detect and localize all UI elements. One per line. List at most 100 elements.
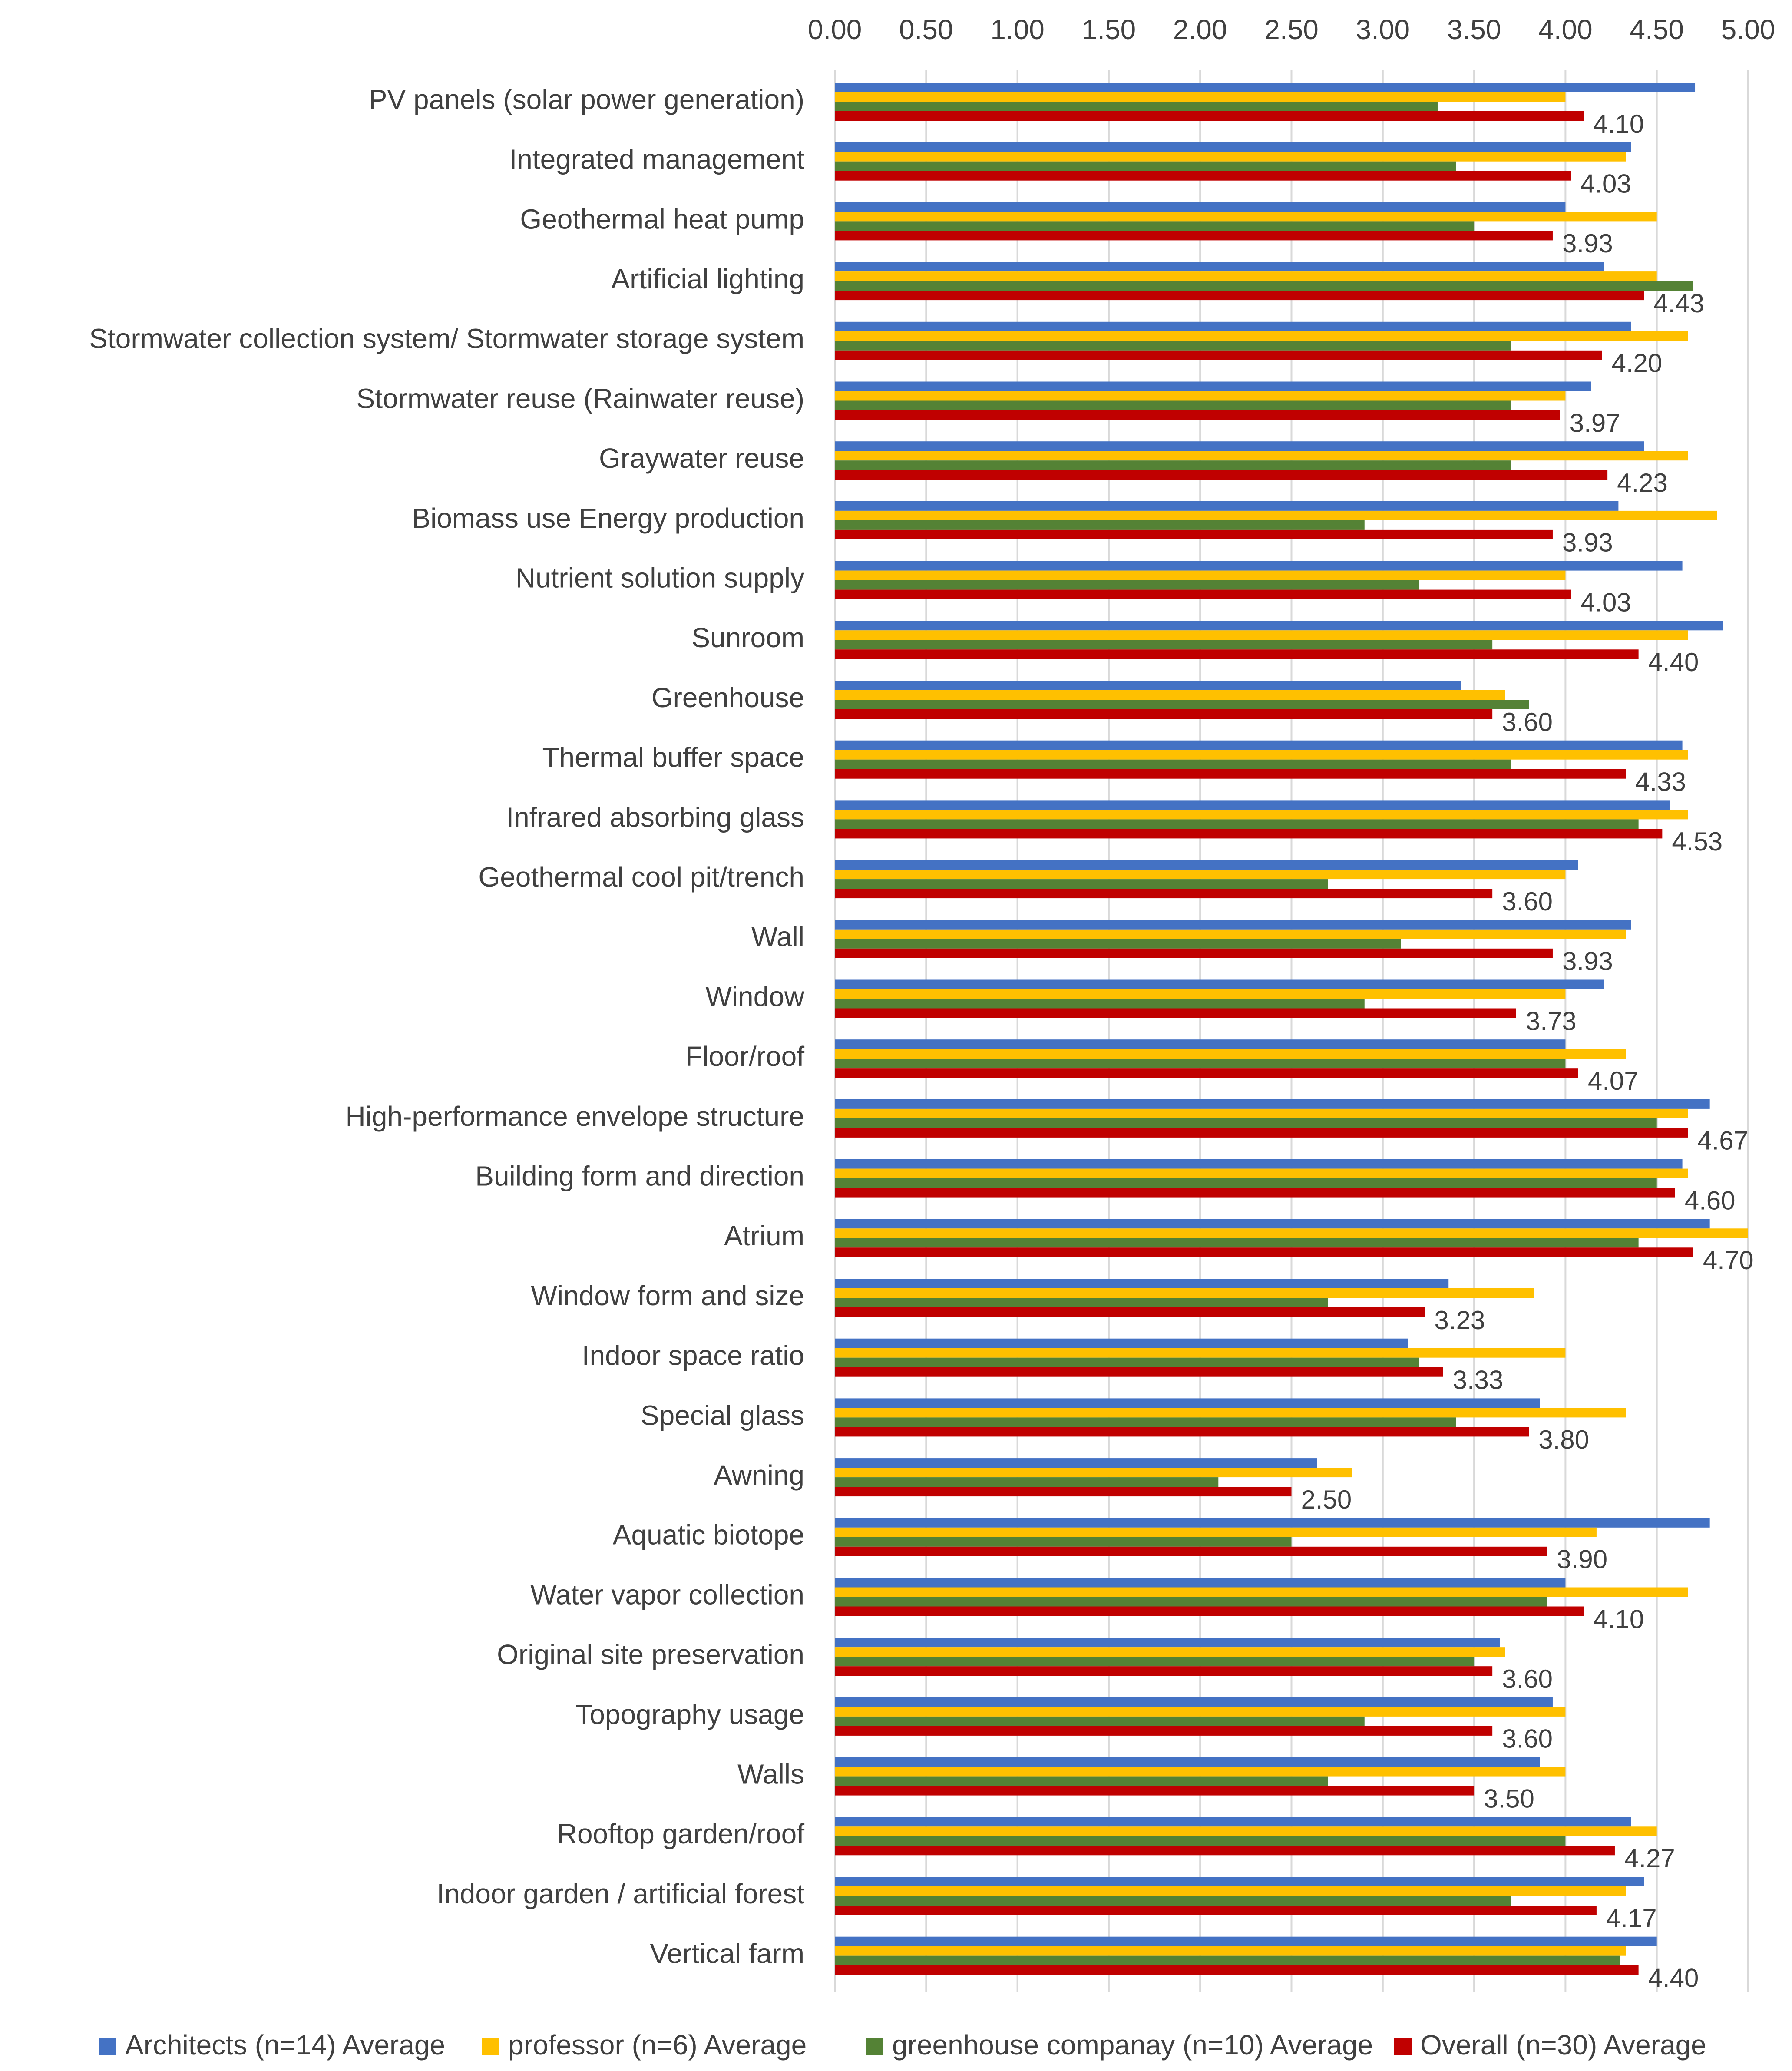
bar [835, 171, 1571, 181]
x-tick-label: 1.50 [1082, 14, 1136, 45]
bar [835, 1178, 1657, 1188]
bar [835, 470, 1608, 480]
legend-swatch [482, 2038, 499, 2055]
bar [835, 92, 1566, 102]
bar [835, 410, 1560, 420]
bar [835, 1697, 1553, 1707]
bar [835, 700, 1529, 709]
bar [835, 1518, 1710, 1528]
bar [835, 860, 1578, 870]
bar [835, 1128, 1688, 1138]
bar [835, 501, 1619, 511]
legend-label: Architects (n=14) Average [125, 2029, 445, 2061]
data-label: 3.60 [1502, 1664, 1553, 1694]
bar [835, 769, 1626, 779]
bar [835, 83, 1696, 92]
bar [835, 202, 1566, 212]
bar [835, 690, 1505, 700]
bar [835, 630, 1688, 640]
legend-swatch [1394, 2038, 1412, 2055]
bar [835, 1817, 1631, 1827]
bar [835, 102, 1438, 111]
x-tick-label: 2.50 [1264, 14, 1319, 45]
bar [835, 510, 1717, 520]
bar [835, 391, 1566, 401]
data-label: 3.60 [1502, 708, 1553, 737]
x-tick-label: 4.00 [1538, 14, 1593, 45]
bar [835, 1049, 1626, 1059]
x-tick-label: 2.00 [1173, 14, 1227, 45]
bar [835, 451, 1688, 461]
data-label: 4.43 [1653, 289, 1704, 318]
bar [835, 1477, 1219, 1487]
bar [835, 1767, 1566, 1777]
bar [835, 1716, 1365, 1726]
bar [835, 1836, 1566, 1846]
bar [835, 879, 1328, 889]
bar [835, 709, 1493, 719]
category-label: Rooftop garden/roof [557, 1818, 805, 1849]
bar [835, 460, 1511, 470]
category-label: Topography usage [575, 1699, 804, 1730]
bar [835, 1357, 1419, 1367]
category-label: Awning [714, 1459, 804, 1491]
legend: Architects (n=14) Average professor (n=6)… [99, 2029, 1706, 2061]
bar [835, 1238, 1639, 1248]
bar [835, 520, 1365, 530]
bar [835, 1757, 1540, 1767]
category-label: Wall [751, 921, 804, 953]
bar [835, 529, 1553, 539]
bar [835, 1597, 1547, 1607]
category-label: Water vapor collection [530, 1579, 804, 1610]
data-label: 2.50 [1301, 1485, 1352, 1514]
bar [835, 1906, 1597, 1915]
bar [835, 1896, 1511, 1906]
bar [835, 1587, 1688, 1597]
bar [835, 1527, 1597, 1537]
bar [835, 1039, 1566, 1049]
bar [835, 810, 1688, 820]
bar [835, 1408, 1626, 1418]
category-label: Stormwater reuse (Rainwater reuse) [357, 383, 804, 414]
legend-label: Overall (n=30) Average [1420, 2029, 1706, 2061]
data-label: 3.60 [1502, 887, 1553, 916]
data-label: 4.53 [1672, 827, 1723, 856]
category-label: Window form and size [531, 1280, 804, 1311]
bar [835, 1279, 1449, 1288]
bar [835, 321, 1631, 331]
legend-label: greenhouse companay (n=10) Average [892, 2029, 1373, 2061]
category-label: Indoor garden / artificial forest [436, 1878, 804, 1909]
data-label: 3.97 [1570, 408, 1620, 437]
x-axis-ticks: 0.00 0.50 1.00 1.50 2.00 2.50 3.00 3.50 4.00 4.50… [808, 14, 1775, 45]
bar [835, 621, 1723, 631]
x-tick-label: 3.00 [1356, 14, 1410, 45]
bar [835, 759, 1511, 769]
bar [835, 212, 1657, 222]
bar [835, 889, 1493, 899]
data-labels: 4.10 4.03 3.93 4.43 4.20 3.97 4.23 3.93 4.03 4.40… [1301, 109, 1754, 1993]
bar [835, 142, 1631, 152]
legend-swatch [866, 2038, 883, 2055]
bar [835, 281, 1693, 291]
data-label: 4.07 [1588, 1066, 1639, 1095]
x-tick-label: 1.00 [990, 14, 1045, 45]
bar [835, 681, 1461, 690]
bar [835, 1247, 1693, 1257]
data-label: 3.93 [1562, 947, 1613, 976]
bar [835, 291, 1644, 301]
data-label: 3.50 [1484, 1784, 1534, 1813]
category-label: Window [705, 981, 804, 1012]
bar [835, 1348, 1566, 1358]
bar [835, 1159, 1683, 1169]
category-label: Integrated management [509, 144, 804, 175]
bar [835, 1219, 1710, 1229]
bar [835, 1188, 1675, 1198]
bar [835, 1228, 1748, 1238]
bar [835, 1955, 1620, 1965]
bars [835, 83, 1748, 1975]
data-label: 3.60 [1502, 1724, 1553, 1753]
bar [835, 1168, 1688, 1178]
category-label: Infrared absorbing glass [506, 801, 804, 833]
bar [835, 231, 1553, 241]
